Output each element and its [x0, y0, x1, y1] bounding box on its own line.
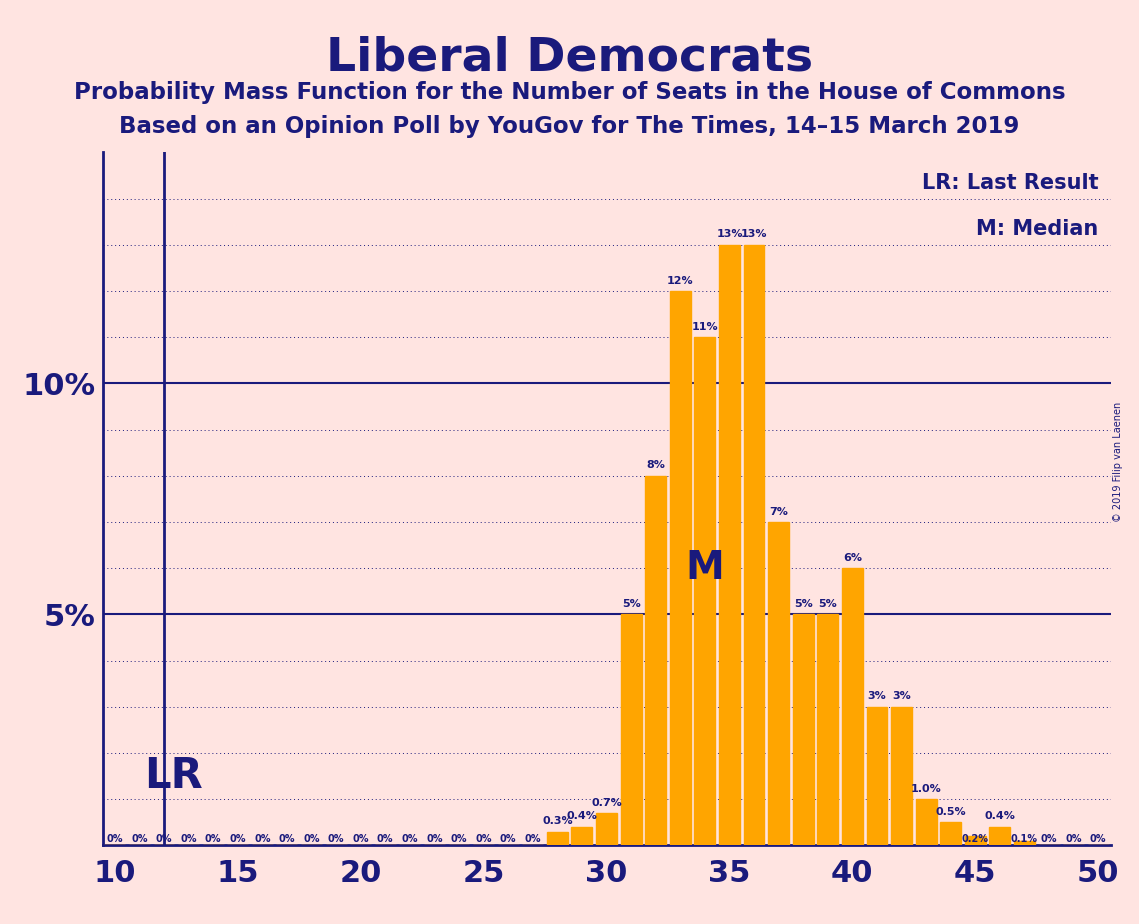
- Bar: [990, 827, 1010, 845]
- Bar: [1014, 841, 1035, 845]
- Bar: [645, 476, 666, 845]
- Text: © 2019 Filip van Laenen: © 2019 Filip van Laenen: [1114, 402, 1123, 522]
- Text: 0.7%: 0.7%: [591, 797, 622, 808]
- Bar: [621, 614, 641, 845]
- Text: 0%: 0%: [500, 833, 516, 844]
- Text: Based on an Opinion Poll by YouGov for The Times, 14–15 March 2019: Based on an Opinion Poll by YouGov for T…: [120, 115, 1019, 138]
- Text: Probability Mass Function for the Number of Seats in the House of Commons: Probability Mass Function for the Number…: [74, 81, 1065, 104]
- Text: 5%: 5%: [622, 599, 640, 609]
- Text: 0%: 0%: [229, 833, 246, 844]
- Text: 3%: 3%: [892, 691, 911, 701]
- Text: 0%: 0%: [1090, 833, 1106, 844]
- Text: LR: LR: [145, 755, 203, 797]
- Text: 0.1%: 0.1%: [1011, 833, 1038, 844]
- Bar: [547, 832, 568, 845]
- Text: 0.5%: 0.5%: [935, 807, 966, 817]
- Bar: [695, 337, 715, 845]
- Text: 0.4%: 0.4%: [984, 811, 1015, 821]
- Text: 3%: 3%: [868, 691, 886, 701]
- Bar: [572, 827, 592, 845]
- Bar: [891, 707, 912, 845]
- Text: 0%: 0%: [426, 833, 443, 844]
- Text: M: M: [686, 549, 724, 588]
- Bar: [670, 291, 690, 845]
- Text: LR: Last Result: LR: Last Result: [921, 174, 1098, 193]
- Text: 0.4%: 0.4%: [566, 811, 597, 821]
- Text: 13%: 13%: [740, 229, 768, 239]
- Text: 0%: 0%: [279, 833, 295, 844]
- Bar: [719, 245, 740, 845]
- Text: 0.3%: 0.3%: [542, 816, 573, 826]
- Text: 0%: 0%: [451, 833, 467, 844]
- Text: M: Median: M: Median: [976, 219, 1098, 239]
- Text: 5%: 5%: [819, 599, 837, 609]
- Text: 0%: 0%: [303, 833, 320, 844]
- Text: 0%: 0%: [107, 833, 123, 844]
- Bar: [941, 822, 961, 845]
- Text: 0%: 0%: [131, 833, 148, 844]
- Bar: [867, 707, 887, 845]
- Text: 0%: 0%: [402, 833, 418, 844]
- Text: 0%: 0%: [1065, 833, 1082, 844]
- Bar: [965, 836, 985, 845]
- Text: 1.0%: 1.0%: [911, 784, 942, 794]
- Text: 0%: 0%: [205, 833, 221, 844]
- Text: 0.2%: 0.2%: [961, 833, 989, 844]
- Bar: [793, 614, 813, 845]
- Bar: [744, 245, 764, 845]
- Bar: [842, 568, 863, 845]
- Text: 0%: 0%: [254, 833, 271, 844]
- Text: 0%: 0%: [377, 833, 393, 844]
- Text: 8%: 8%: [646, 460, 665, 470]
- Text: 7%: 7%: [769, 506, 788, 517]
- Text: 0%: 0%: [180, 833, 197, 844]
- Text: Liberal Democrats: Liberal Democrats: [326, 35, 813, 80]
- Text: 0%: 0%: [525, 833, 541, 844]
- Text: 0%: 0%: [1041, 833, 1057, 844]
- Text: 0%: 0%: [352, 833, 369, 844]
- Text: 0%: 0%: [475, 833, 492, 844]
- Bar: [818, 614, 838, 845]
- Bar: [596, 813, 617, 845]
- Bar: [916, 799, 936, 845]
- Text: 0%: 0%: [156, 833, 172, 844]
- Bar: [768, 522, 789, 845]
- Text: 12%: 12%: [667, 275, 694, 286]
- Text: 5%: 5%: [794, 599, 812, 609]
- Text: 6%: 6%: [843, 553, 862, 563]
- Text: 11%: 11%: [691, 322, 719, 332]
- Text: 13%: 13%: [716, 229, 743, 239]
- Text: 0%: 0%: [328, 833, 344, 844]
